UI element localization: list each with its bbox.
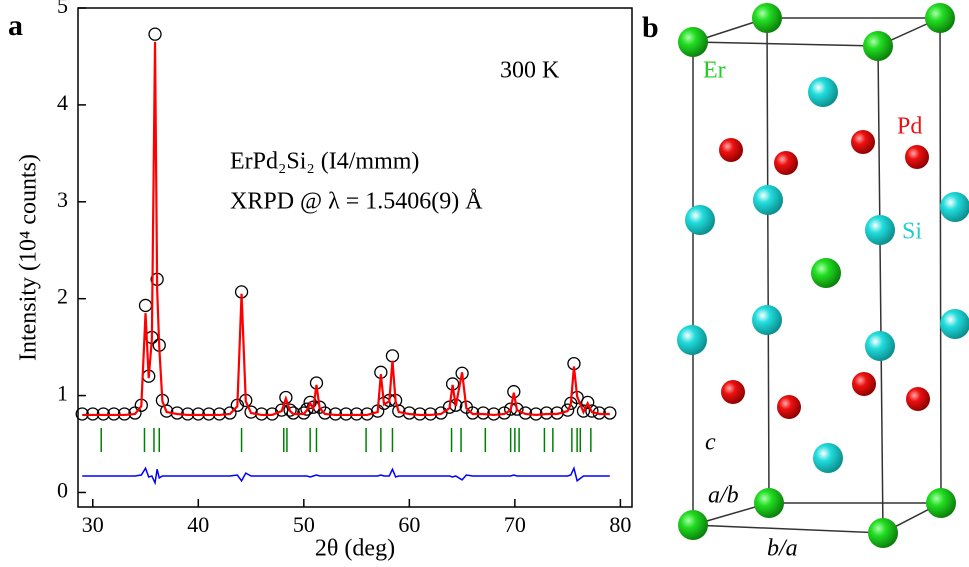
si-atom: [752, 305, 782, 335]
x-axis-label: 2θ (deg): [315, 536, 395, 562]
x-tick-label: 40: [187, 512, 209, 537]
er-atom: [868, 518, 898, 548]
observed-point: [585, 404, 599, 418]
observed-point: [385, 349, 400, 363]
axis-label: a/b: [708, 483, 739, 509]
y-axis-label: Intensity (10⁴ counts): [16, 154, 42, 361]
x-tick-label: 80: [609, 512, 631, 537]
y-tick-label: 3: [57, 187, 68, 212]
y-tick-label: 0: [57, 478, 68, 503]
observed-point: [497, 406, 511, 420]
atoms: [677, 3, 969, 548]
observed-point: [560, 403, 575, 417]
observed-point: [518, 406, 533, 420]
observed-point: [148, 27, 162, 41]
pd-atom: [905, 145, 929, 169]
er-atom: [754, 488, 784, 518]
observed-point: [159, 404, 174, 418]
y-tick-label: 2: [57, 284, 68, 309]
y-tick-label: 4: [57, 90, 68, 115]
si-atom: [753, 185, 783, 215]
si-atom: [940, 309, 969, 339]
observed-point: [576, 404, 591, 418]
y-tick-label: 1: [57, 381, 68, 406]
pd-atom: [852, 372, 876, 396]
annotation: XRPD @ λ = 1.5406(9) Å: [230, 189, 483, 215]
cell-back: [766, 17, 942, 504]
er-atom: [811, 258, 841, 288]
plot: 30 40 50 60 70 80 0 1 2 3 4 5 2θ (deg) Intensity (10⁴…: [16, 0, 633, 562]
pd-atom: [851, 130, 875, 154]
panel-label: b: [642, 11, 659, 44]
si-atom: [677, 325, 707, 355]
observed-point: [138, 298, 153, 313]
annotation: 300 K: [500, 58, 560, 84]
y-tick-label: 5: [57, 0, 68, 18]
er-atom: [863, 31, 893, 61]
pd-atom: [777, 395, 801, 419]
calculated-line: [82, 41, 610, 417]
axis-label: c: [705, 430, 716, 456]
pd-atom: [774, 151, 798, 175]
atom-label: Er: [703, 58, 726, 84]
pd-atom: [719, 138, 743, 162]
x-tick-label: 50: [293, 512, 315, 537]
observed-point: [244, 405, 258, 419]
er-atom: [752, 3, 782, 33]
panel-label: a: [8, 9, 23, 42]
x-tick-label: 70: [504, 512, 526, 537]
er-atom: [926, 488, 956, 518]
axes-frame: [77, 7, 633, 508]
pd-atom: [721, 380, 745, 404]
atom-label: Pd: [897, 114, 922, 140]
difference-line: [82, 466, 610, 486]
si-atom: [940, 192, 969, 222]
annotation: ErPd₂Si₂ (I4/mmm): [230, 149, 419, 175]
observed-point: [283, 403, 297, 417]
observed-point: [392, 404, 406, 418]
er-atom: [678, 510, 708, 540]
er-atom: [678, 27, 708, 57]
observed-point: [279, 390, 293, 405]
observed-point: [223, 406, 237, 420]
atom-label: Si: [902, 219, 922, 245]
observed-point: [581, 395, 595, 410]
axis-label: b/a: [767, 536, 798, 562]
si-atom: [808, 77, 838, 107]
pd-atom: [906, 387, 930, 411]
er-atom: [925, 3, 955, 33]
si-atom: [865, 331, 895, 361]
si-atom: [813, 443, 843, 473]
x-tick-label: 30: [82, 512, 104, 537]
cell-front: [692, 41, 884, 534]
observed-point: [318, 406, 332, 420]
x-tick-label: 60: [398, 512, 420, 537]
si-atom: [865, 215, 895, 245]
si-atom: [685, 205, 715, 235]
